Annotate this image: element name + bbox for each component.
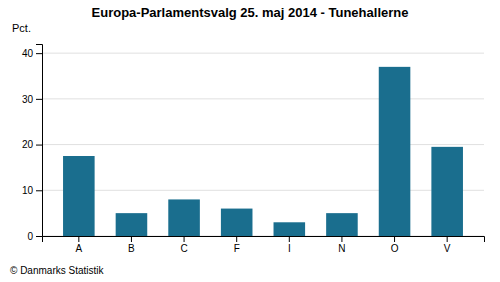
bar (116, 213, 148, 236)
y-axis-line (36, 45, 43, 237)
footer: © Danmarks Statistik (10, 265, 105, 276)
x-tick-label: V (444, 243, 451, 254)
y-tick-mark (36, 53, 42, 54)
x-tick-label: O (391, 243, 399, 254)
bar (379, 67, 411, 236)
y-tick: 30 (22, 94, 42, 105)
y-tick: 0 (27, 231, 42, 242)
bar (431, 147, 463, 236)
y-tick: 10 (22, 185, 42, 196)
y-tick-mark (36, 236, 42, 237)
x-tick: I (288, 236, 291, 254)
x-axis: ABCFINOV (43, 236, 485, 254)
grid-line (42, 144, 484, 145)
y-tick-mark (36, 145, 42, 146)
y-tick-label: 10 (22, 185, 34, 196)
y-axis: 0 10 20 30 40 (22, 45, 43, 242)
x-tick-mark (447, 236, 448, 242)
y-tick-label: 0 (27, 231, 33, 242)
x-tick-label: B (128, 243, 135, 254)
grid-line (42, 53, 484, 54)
x-axis-line (43, 237, 485, 243)
x-tick: F (234, 236, 240, 254)
x-tick-mark (184, 236, 185, 242)
x-tick: B (128, 236, 135, 254)
x-tick: C (180, 236, 187, 254)
y-axis-label: Pct. (12, 22, 31, 34)
grid-line (42, 98, 484, 99)
bar (63, 156, 95, 236)
x-tick-label: I (288, 243, 291, 254)
y-tick-label: 40 (22, 48, 34, 59)
x-tick-mark (289, 236, 290, 242)
bars (63, 67, 463, 236)
y-tick-label: 20 (22, 139, 34, 150)
bar (274, 222, 306, 236)
x-tick: A (75, 236, 82, 254)
x-tick-label: F (234, 243, 240, 254)
x-tick: N (338, 236, 345, 254)
grid (42, 53, 484, 236)
y-tick: 20 (22, 139, 42, 150)
x-tick: V (444, 236, 451, 254)
chart-container: Europa-Parlamentsvalg 25. maj 2014 - Tun… (0, 0, 500, 282)
x-tick-mark (341, 236, 342, 242)
x-tick-mark (394, 236, 395, 242)
bar (168, 199, 200, 236)
x-tick-mark (131, 236, 132, 242)
chart-svg: Europa-Parlamentsvalg 25. maj 2014 - Tun… (0, 0, 500, 282)
bar (326, 213, 358, 236)
title: Europa-Parlamentsvalg 25. maj 2014 - Tun… (92, 5, 409, 20)
bar (221, 209, 253, 236)
x-tick: O (391, 236, 399, 254)
y-tick: 40 (22, 48, 42, 59)
x-tick-mark (236, 236, 237, 242)
x-tick-label: N (338, 243, 345, 254)
x-tick-mark (78, 236, 79, 242)
plot-area: 0 10 20 30 40 A B C F I N O V (22, 45, 485, 255)
x-tick-label: C (180, 243, 187, 254)
y-tick-mark (36, 99, 42, 100)
y-tick-label: 30 (22, 94, 34, 105)
y-tick-mark (36, 190, 42, 191)
x-tick-label: A (75, 243, 82, 254)
grid-line (42, 190, 484, 191)
